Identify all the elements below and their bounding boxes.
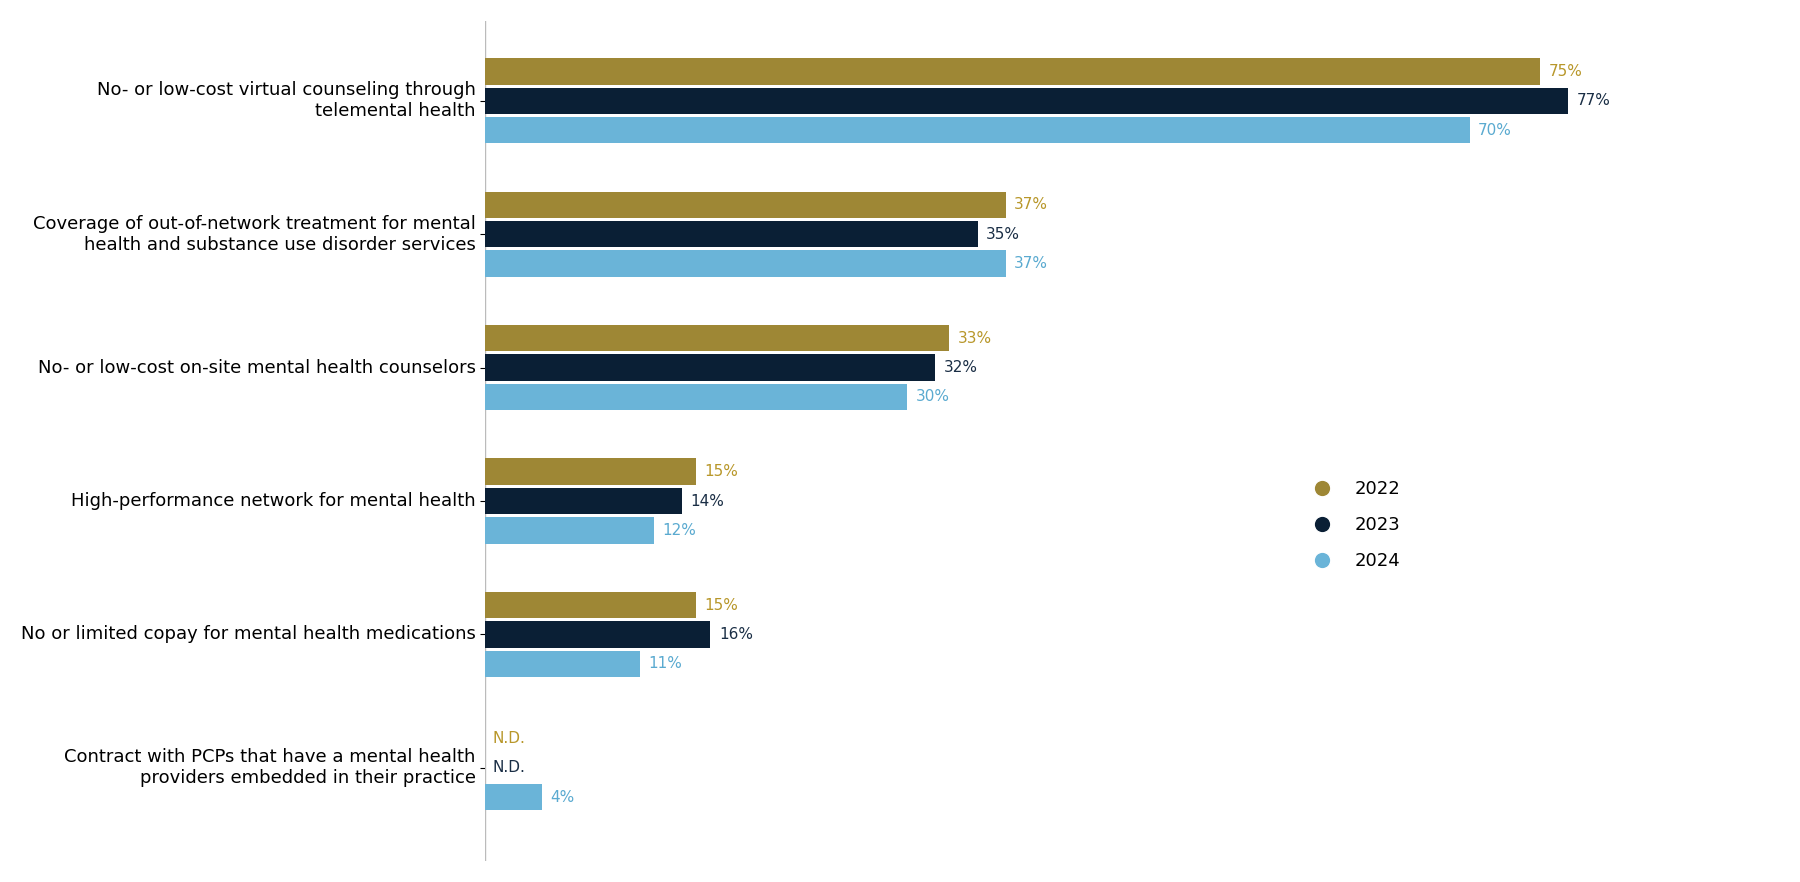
Bar [486, 784, 542, 811]
Text: 37%: 37% [1013, 198, 1048, 213]
Text: 12%: 12% [662, 523, 697, 538]
Bar [486, 87, 1568, 114]
Legend: 2022, 2023, 2024: 2022, 2023, 2024 [1296, 473, 1408, 578]
Text: 14%: 14% [691, 494, 725, 509]
Text: 35%: 35% [986, 227, 1021, 242]
Bar [486, 459, 697, 485]
Text: 11%: 11% [648, 656, 682, 671]
Bar [486, 621, 711, 647]
Text: 77%: 77% [1577, 93, 1611, 108]
Text: 33%: 33% [958, 331, 992, 346]
Text: 37%: 37% [1013, 256, 1048, 271]
Text: 15%: 15% [706, 464, 738, 479]
Bar [486, 191, 1006, 218]
Bar [486, 221, 977, 248]
Bar [486, 488, 682, 514]
Text: 75%: 75% [1548, 64, 1582, 79]
Text: N.D.: N.D. [493, 731, 526, 746]
Bar [486, 117, 1471, 144]
Text: 15%: 15% [706, 598, 738, 613]
Text: 32%: 32% [943, 360, 977, 375]
Text: N.D.: N.D. [493, 760, 526, 775]
Bar [486, 325, 949, 352]
Bar [486, 250, 1006, 277]
Text: 70%: 70% [1478, 123, 1512, 138]
Bar [486, 592, 697, 618]
Bar [486, 58, 1541, 85]
Text: 4%: 4% [551, 789, 574, 804]
Bar [486, 517, 653, 543]
Bar [486, 355, 936, 381]
Text: 16%: 16% [718, 627, 752, 642]
Bar [486, 651, 641, 677]
Text: 30%: 30% [916, 390, 950, 405]
Bar [486, 384, 907, 410]
